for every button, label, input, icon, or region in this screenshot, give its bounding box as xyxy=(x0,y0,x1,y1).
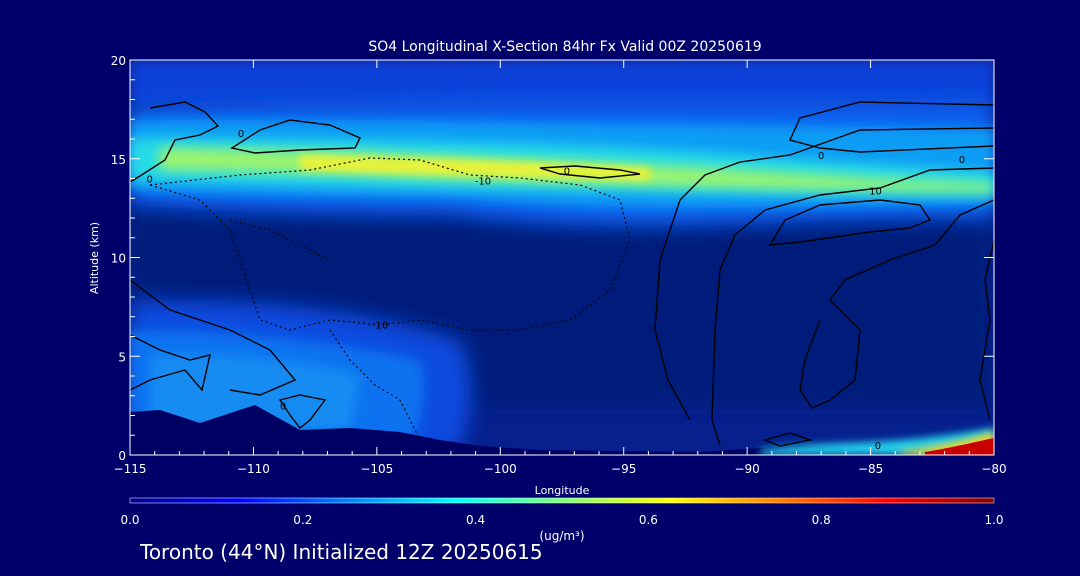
contour-label: -10 xyxy=(475,176,491,187)
colorbar: 0.0 0.2 0.4 0.6 0.8 1.0 (ug/m³) xyxy=(120,497,1004,543)
contour-label: 0 xyxy=(564,167,570,178)
plot-area xyxy=(130,60,994,455)
contour-label: 0 xyxy=(147,175,153,186)
y-tick-label: 10 xyxy=(111,252,126,266)
x-tick-label: −115 xyxy=(114,462,147,476)
y-tick-label: 0 xyxy=(118,449,126,463)
colorbar-tick-label: 1.0 xyxy=(984,513,1003,527)
colorbar-tick-label: 0.0 xyxy=(120,513,139,527)
contour-label: 0 xyxy=(238,129,244,140)
upper-so4-layer xyxy=(130,98,994,227)
colorbar-units: (ug/m³) xyxy=(539,529,584,543)
y-tick-label: 15 xyxy=(111,153,126,167)
contour-label: 10 xyxy=(869,186,882,197)
contour-label: 10 xyxy=(375,321,388,332)
x-tick-label: −85 xyxy=(858,462,883,476)
chart-title: SO4 Longitudinal X-Section 84hr Fx Valid… xyxy=(368,39,761,55)
contour-label: 0 xyxy=(959,155,965,166)
contour-label: 0 xyxy=(280,402,286,413)
x-tick-label: −80 xyxy=(981,462,1006,476)
y-tick-label: 5 xyxy=(118,350,126,364)
x-tick-label: −110 xyxy=(237,462,270,476)
y-axis: 0 5 10 15 20 xyxy=(111,54,994,463)
contour-lines xyxy=(130,101,994,447)
colorbar-tick-label: 0.6 xyxy=(639,513,658,527)
x-tick-label: −105 xyxy=(360,462,393,476)
colorbar-gradient xyxy=(129,497,995,504)
x-tick-label: −95 xyxy=(611,462,636,476)
y-tick-label: 20 xyxy=(111,54,126,68)
footer-init-info: Toronto (44°N) Initialized 12Z 20250615 xyxy=(140,540,543,564)
contour-label: 0 xyxy=(875,441,881,452)
y-axis-label: Altitude (km) xyxy=(88,222,101,294)
colorbar-tick-label: 0.2 xyxy=(293,513,312,527)
x-axis-label: Longitude xyxy=(535,484,590,497)
surface-high xyxy=(760,428,994,455)
terrain xyxy=(130,405,994,455)
x-tick-label: −100 xyxy=(484,462,517,476)
x-axis: −115 −110 −105 −100 −95 −90 −85 −80 xyxy=(114,60,1007,476)
dotted-contours xyxy=(149,157,631,441)
colorbar-tick-label: 0.4 xyxy=(466,513,485,527)
contour-label: 0 xyxy=(818,151,824,162)
colorbar-tick-label: 0.8 xyxy=(812,513,831,527)
colorbar-ticks: 0.0 0.2 0.4 0.6 0.8 1.0 xyxy=(120,513,1003,527)
x-tick-label: −90 xyxy=(734,462,759,476)
contour-labels: 0 0 -10 0 0 0 10 10 0 0 xyxy=(147,129,966,452)
